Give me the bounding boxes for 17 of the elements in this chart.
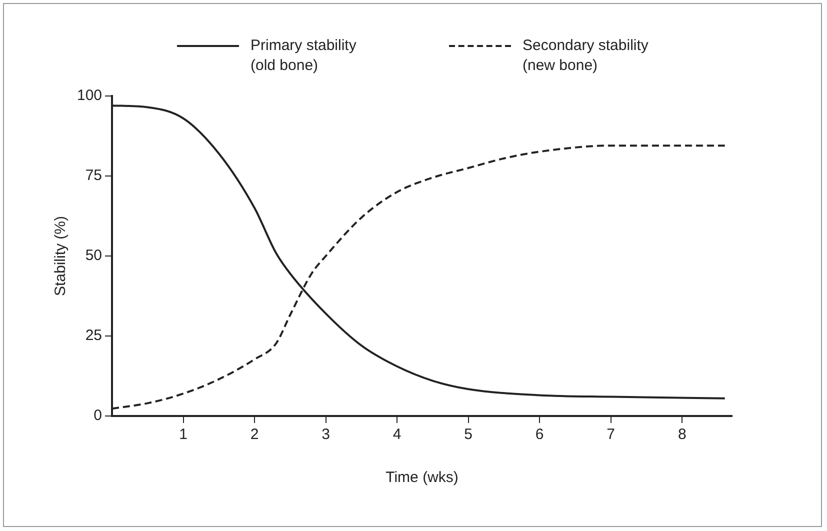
x-tick-label: 8	[678, 426, 686, 444]
x-axis-title: Time (wks)	[386, 469, 458, 486]
y-axis-title: Stability (%)	[52, 216, 70, 296]
y-tick-label: 0	[94, 407, 102, 424]
x-tick-label: 2	[250, 426, 259, 444]
x-tick-label: 4	[392, 426, 402, 444]
x-tick-label: 3	[322, 426, 330, 444]
legend-label: Primary stability (old bone)	[250, 36, 358, 76]
y-tick-label: 75	[85, 167, 102, 184]
x-tick-label: 6	[535, 426, 544, 444]
x-tick-label: 5	[464, 426, 473, 444]
y-tick-label: 100	[76, 87, 102, 104]
y-tick-label: 25	[85, 327, 102, 344]
y-tick-label: 50	[85, 247, 102, 264]
x-tick-label: 1	[179, 426, 188, 444]
legend-label: Secondary stability (new bone)	[522, 36, 650, 76]
x-tick-label: 7	[606, 426, 616, 444]
